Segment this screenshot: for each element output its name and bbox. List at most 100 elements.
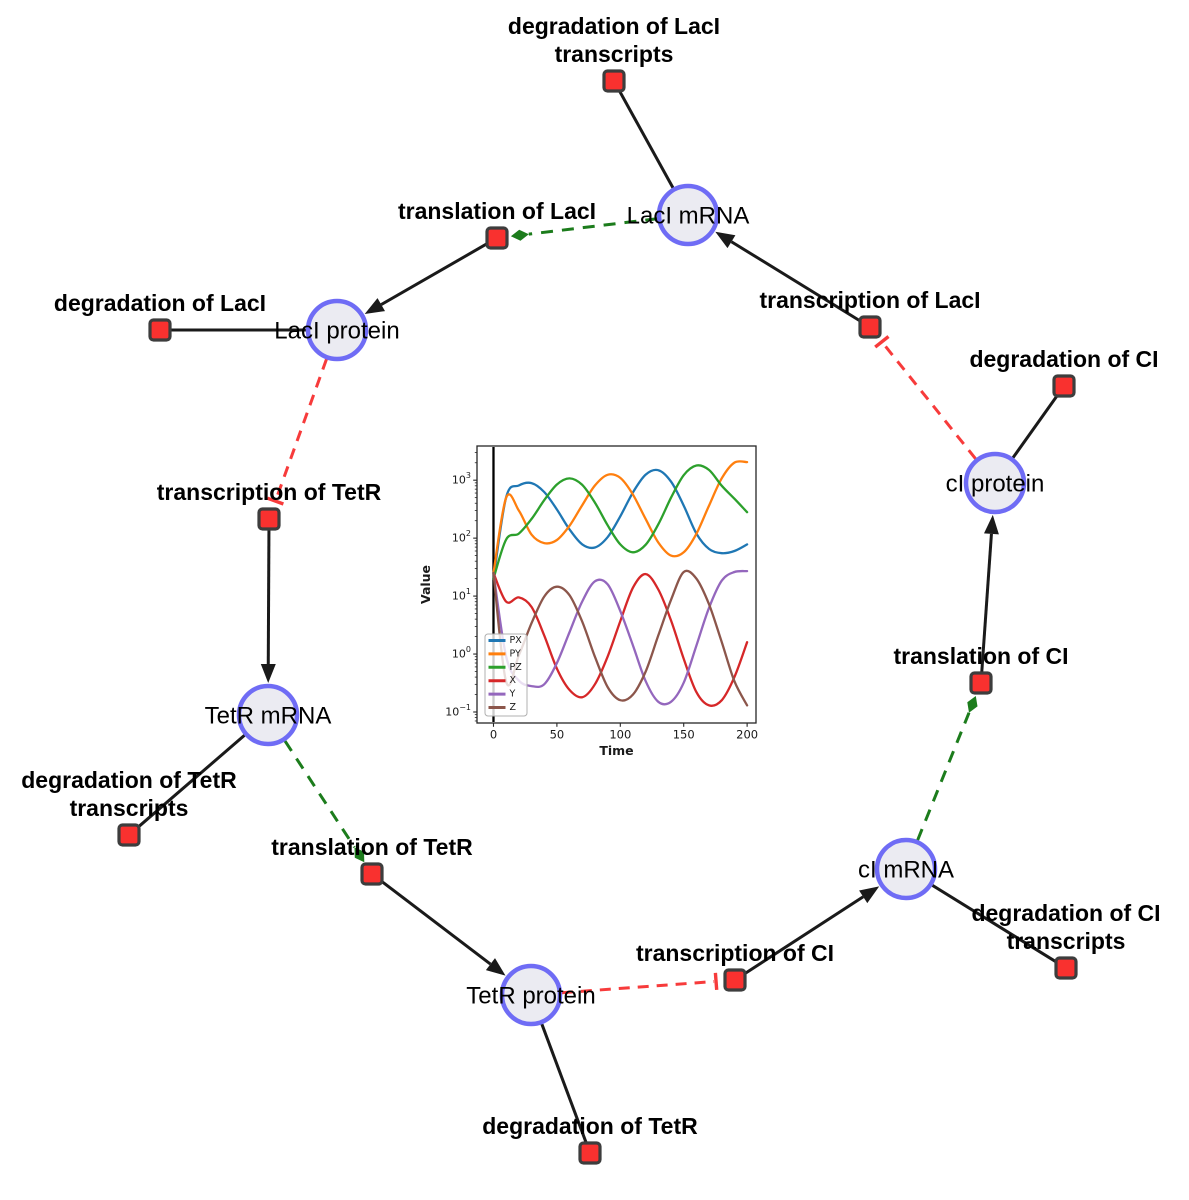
x-axis-tick-label-100: 100 <box>609 728 631 742</box>
reaction-label-tx_laci: transcription of LacI <box>759 287 980 313</box>
species-label-ci_mrna: cI mRNA <box>858 857 954 884</box>
diamond-arrowhead-icon <box>354 847 365 863</box>
reaction-node-deg_laci_tx <box>602 69 626 93</box>
species-node-tetr_prot <box>499 963 563 1027</box>
edge-production-tx_tetr-tetr_mrna <box>266 529 271 665</box>
reaction-node-deg_tetr <box>578 1141 602 1165</box>
species-node-tetr_mrna <box>236 683 300 747</box>
edge-consumption-tetr_mrna-deg_tetr_tx <box>136 734 246 829</box>
legend-box: PX PY PZ XYZ <box>484 633 528 717</box>
edge-production-tx_ci-ci_mrna <box>743 895 865 976</box>
reaction-label-transl_laci: translation of LacI <box>398 198 596 224</box>
species-node-laci_prot <box>305 298 369 362</box>
timeseries-inset-plot: 10−1 100 101 102 103 0 50 100 150 200 PX PY PZ XYZ Tim… <box>418 445 758 758</box>
arrowhead-icon <box>485 958 506 976</box>
species-label-tetr_mrna: TetR mRNA <box>205 703 332 730</box>
reaction-label-transl_ci: translation of CI <box>893 643 1068 669</box>
edge-inhibition-laci_prot-tx_tetr <box>274 358 328 500</box>
species-node-ci_prot <box>963 451 1027 515</box>
y-axis-tick-label-10e2: 102 <box>452 529 471 545</box>
edge-inhibition-tetr_prot-tx_ci <box>561 980 715 995</box>
inhibition-tee-icon <box>874 335 890 349</box>
reaction-node-tx_laci <box>858 315 882 339</box>
reaction-label-deg_laci: degradation of LacI <box>54 290 266 316</box>
legend-entry-PY: PY <box>510 648 522 659</box>
x-axis-tick-label-150: 150 <box>673 728 695 742</box>
chart-axes: 10−1 100 101 102 103 0 50 100 150 200 <box>445 452 758 742</box>
reaction-node-transl_tetr <box>360 862 384 886</box>
species-node-laci_mrna <box>656 183 720 247</box>
x-axis-tick-label-200: 200 <box>736 728 758 742</box>
arrowhead-icon <box>984 514 999 535</box>
x-axis-tick-label-50: 50 <box>550 728 565 742</box>
series-line-Y <box>492 569 749 706</box>
edge-consumption-laci_mrna-deg_laci_tx <box>618 89 675 189</box>
inhibition-tee-icon <box>713 972 719 991</box>
legend-entry-PX: PX <box>510 635 523 646</box>
reaction-node-deg_ci <box>1052 374 1076 398</box>
reaction-label-tx_ci: transcription of CI <box>636 940 834 966</box>
edge-production-transl_tetr-tetr_prot <box>379 879 492 966</box>
reaction-node-tx_ci <box>723 968 747 992</box>
reaction-node-deg_laci <box>148 318 172 342</box>
arrowhead-icon <box>715 231 736 249</box>
plot-area-frame <box>476 445 757 724</box>
edges-layer <box>136 89 1059 1144</box>
reaction-label-deg_ci_tx-line1: degradation of CI <box>971 900 1160 926</box>
series-line-PX <box>492 468 749 580</box>
edge-production-tx_laci-laci_mrna <box>730 240 862 323</box>
y-axis-title: Value <box>418 565 433 604</box>
reaction-label-tx_tetr: transcription of TetR <box>157 479 382 505</box>
diamond-arrowhead-icon <box>967 696 978 713</box>
species-label-laci_prot: LacI protein <box>274 318 399 345</box>
species-label-laci_mrna: LacI mRNA <box>627 203 750 230</box>
reaction-node-transl_laci <box>485 226 509 250</box>
edge-modifier-tetr_mrna-transl_tetr <box>283 740 356 849</box>
reaction-label-deg_laci_tx-line2: transcripts <box>555 41 674 67</box>
edge-consumption-ci_mrna-deg_ci_tx <box>931 884 1058 964</box>
edge-modifier-laci_mrna-transl_laci <box>528 217 658 236</box>
edge-modifier-ci_mrna-transl_ci <box>916 712 971 841</box>
inhibition-tee-icon <box>266 496 284 506</box>
series-layer <box>492 460 749 707</box>
arrowhead-icon <box>364 298 385 314</box>
series-line-Z <box>492 569 749 707</box>
reaction-node-tx_tetr <box>257 507 281 531</box>
reaction-label-transl_tetr: translation of TetR <box>271 834 473 860</box>
arrowhead-icon <box>859 886 880 904</box>
reaction-node-deg_tetr_tx <box>117 823 141 847</box>
series-line-PZ <box>492 464 749 580</box>
y-axis-tick-label-10e1: 101 <box>452 587 471 603</box>
y-axis-tick-label-10e3: 103 <box>452 471 471 487</box>
reaction-node-transl_ci <box>969 671 993 695</box>
legend-entry-PZ: PZ <box>510 662 523 673</box>
reaction-node-deg_ci_tx <box>1054 956 1078 980</box>
reaction-label-deg_tetr_tx-line2: transcripts <box>70 795 189 821</box>
x-axis-tick-label-0: 0 <box>490 728 497 742</box>
legend-entry-Z: Z <box>510 702 517 713</box>
series-line-PY <box>492 460 749 575</box>
edge-production-transl_laci-laci_prot <box>380 242 489 306</box>
reaction-label-deg_laci_tx-line1: degradation of LacI <box>508 13 720 39</box>
labels-layer: LacI mRNA LacI protein cI protein TetR mRNA… <box>21 13 1160 1139</box>
y-axis-tick-label-10e-1: 10−1 <box>445 702 471 718</box>
diamond-arrowhead-icon <box>510 229 529 241</box>
reaction-label-deg_ci: degradation of CI <box>969 346 1158 372</box>
nodes-layer <box>117 69 1078 1165</box>
species-label-tetr_prot: TetR protein <box>466 983 595 1010</box>
reaction-label-deg_tetr_tx-line1: degradation of TetR <box>21 767 237 793</box>
reaction-label-deg_tetr: degradation of TetR <box>482 1113 698 1139</box>
edge-inhibition-ci_prot-tx_laci <box>881 342 977 460</box>
legend-frame <box>484 633 528 717</box>
arrowhead-icon <box>260 664 276 683</box>
species-node-ci_mrna <box>874 837 938 901</box>
edge-consumption-tetr_prot-deg_tetr <box>540 1023 588 1144</box>
reaction-label-deg_ci_tx-line2: transcripts <box>1007 928 1126 954</box>
edge-consumption-ci_prot-deg_ci <box>1011 394 1059 459</box>
species-label-ci_prot: cI protein <box>946 471 1045 498</box>
edge-production-transl_ci-ci_prot <box>980 533 993 673</box>
y-axis-tick-label-10e0: 100 <box>452 645 471 661</box>
x-axis-title: Time <box>599 743 633 758</box>
